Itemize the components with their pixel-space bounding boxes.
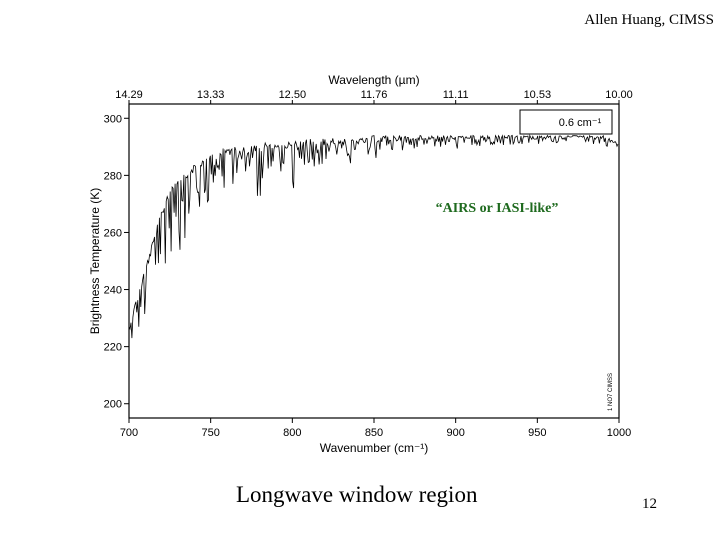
top-tick-label: 12.50 [279,89,307,101]
top-tick-label: 11.76 [361,89,388,101]
plot-frame [128,103,620,419]
annotation-label: “AIRS or IASI-like” [436,201,559,216]
x-tick-label: 900 [446,427,464,439]
plot-area-border [128,103,620,419]
y-tick-label: 300 [104,113,122,125]
resolution-label: 0.6 cm⁻¹ [559,117,602,129]
axis-ticks: 700 750 800 850 900 950 1000 200 220 240 260 280 300… [104,89,633,439]
y-tick-label: 220 [104,342,122,354]
x-tick-label: 700 [120,427,138,439]
spectrum-series [128,134,619,339]
y-tick-label: 260 [104,227,122,239]
x-tick-label: 800 [283,427,301,439]
x-axis-title: Wavenumber (cm⁻¹) [320,441,429,455]
slide-caption: Longwave window region [236,482,478,507]
y-axis-title: Brightness Temperature (K) [88,188,102,335]
spectrum-chart: 700 750 800 850 900 950 1000 200 220 240 260 280 300… [88,73,633,455]
top-tick-label: 14.29 [115,89,143,101]
top-tick-label: 10.00 [605,89,633,101]
author-credit: Allen Huang, CIMSS [584,12,714,28]
y-tick-label: 240 [104,285,122,297]
y-tick-label: 280 [104,170,122,182]
x-tick-label: 950 [528,427,546,439]
x-tick-label: 750 [201,427,219,439]
side-note: 1 NO7 CIMSS [608,373,614,411]
spectrum-line [128,134,619,339]
axis-labels: Wavelength (µm) Wavenumber (cm⁻¹) Brightne… [88,73,614,455]
page-number: 12 [642,496,657,512]
x-tick-label: 1000 [607,427,631,439]
top-axis-title: Wavelength (µm) [328,73,419,87]
top-tick-label: 13.33 [197,89,225,101]
y-tick-label: 200 [104,399,122,411]
resolution-box [519,109,613,135]
top-tick-label: 11.11 [443,89,469,101]
x-tick-label: 850 [365,427,383,439]
top-tick-label: 10.53 [524,89,552,101]
